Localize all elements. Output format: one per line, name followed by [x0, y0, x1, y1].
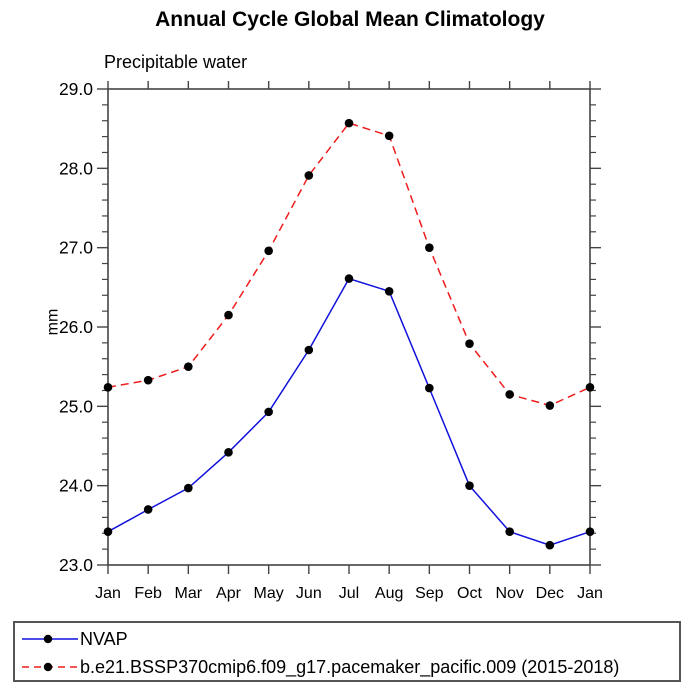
data-point-marker — [143, 375, 153, 385]
data-point-marker — [344, 274, 354, 283]
data-point-marker — [425, 243, 434, 252]
data-point-marker — [505, 390, 514, 399]
y-tick-label: 23.0 — [59, 555, 93, 575]
data-point-marker — [465, 339, 474, 348]
legend-line-sample-nvap — [22, 634, 78, 644]
plot-box — [107, 88, 591, 566]
x-tick-label: Mar — [175, 585, 203, 602]
y-tick-label: 27.0 — [59, 238, 93, 258]
y-minor-ticks — [102, 104, 596, 550]
data-point-marker — [545, 401, 555, 410]
data-point-marker — [264, 407, 273, 417]
data-point-marker — [545, 540, 555, 550]
x-tick-label: Jul — [339, 585, 359, 602]
data-point-marker — [304, 171, 314, 180]
legend-item-nvap: NVAP — [15, 625, 679, 653]
x-tick-label: May — [254, 585, 284, 602]
series-nvap — [103, 274, 595, 550]
data-point-marker — [465, 481, 474, 490]
data-point-marker — [384, 287, 394, 296]
legend-marker-nvap — [43, 634, 53, 644]
data-point-marker — [384, 131, 394, 141]
data-point-marker — [344, 118, 354, 128]
y-axis: 29.0 28.0 27.0 26.0 25.0 24.0 23.0 — [59, 79, 601, 575]
x-tick-label: Jan — [95, 585, 121, 602]
legend: NVAP b.e21.BSSP370cmip6.f09_g17.pacemake… — [13, 621, 681, 682]
data-point-marker — [184, 483, 193, 493]
legend-marker-model — [43, 662, 53, 672]
x-tick-label: Dec — [536, 585, 564, 602]
data-point-marker — [224, 310, 233, 320]
chart-title: Annual Cycle Global Mean Climatology — [155, 8, 545, 31]
legend-line-sample-model — [22, 662, 78, 672]
data-point-marker — [224, 448, 233, 457]
legend-item-model: b.e21.BSSP370cmip6.f09_g17.pacemaker_pac… — [15, 653, 679, 681]
legend-label-nvap: NVAP — [80, 628, 128, 649]
legend-label-model: b.e21.BSSP370cmip6.f09_g17.pacemaker_pac… — [80, 656, 620, 677]
data-point-marker — [304, 345, 314, 355]
data-point-marker — [143, 505, 153, 514]
data-point-marker — [425, 383, 434, 393]
data-point-marker — [103, 382, 113, 392]
x-axis: Jan Feb Mar Apr May Jun Jul Aug Sep Oct Nov Dec Jan — [95, 81, 603, 602]
x-tick-label: Jun — [296, 585, 322, 602]
y-tick-label: 26.0 — [59, 317, 93, 337]
x-tick-label: Apr — [216, 585, 242, 602]
y-tick-label: 29.0 — [59, 79, 93, 99]
series-line — [107, 277, 591, 546]
x-tick-label: Aug — [375, 585, 403, 602]
data-point-marker — [103, 527, 113, 536]
y-tick-label: 25.0 — [59, 396, 93, 416]
data-point-marker — [264, 246, 273, 256]
chart-subtitle: Precipitable water — [104, 52, 248, 72]
series-model — [103, 118, 595, 410]
y-tick-label: 28.0 — [59, 158, 93, 178]
y-tick-label: 24.0 — [59, 476, 93, 496]
data-point-marker — [585, 382, 595, 392]
x-tick-label: Sep — [415, 585, 444, 602]
series-line — [107, 122, 591, 407]
data-point-marker — [585, 527, 595, 536]
x-tick-label: Jan — [577, 585, 603, 602]
x-tick-label: Oct — [457, 585, 482, 602]
data-point-marker — [505, 527, 514, 536]
x-tick-label: Nov — [495, 585, 523, 602]
data-point-marker — [184, 362, 193, 371]
x-tick-label: Feb — [134, 585, 162, 602]
